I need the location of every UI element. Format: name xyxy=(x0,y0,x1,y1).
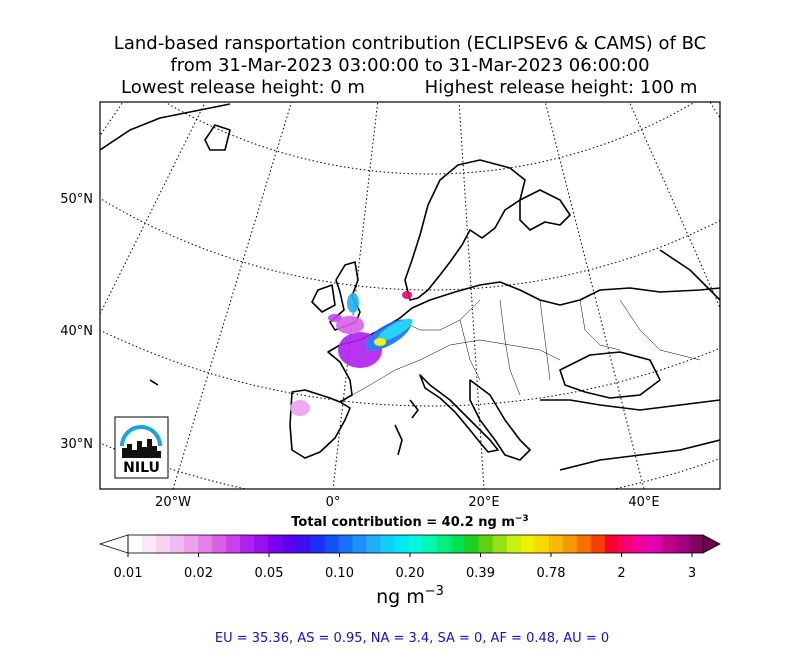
colorbar-cell xyxy=(576,535,592,553)
coastline xyxy=(540,399,720,471)
lat-label: 50°N xyxy=(60,192,93,207)
colorbar-cell xyxy=(590,535,606,553)
colorbar-cell xyxy=(674,535,690,553)
colorbar-cell xyxy=(562,535,578,553)
colorbar-cell xyxy=(268,535,283,553)
lat-label: 30°N xyxy=(60,437,93,452)
title-line: from 31-Mar-2023 03:00:00 to 31-Mar-2023… xyxy=(170,55,649,76)
title-line: Lowest release height: 0 m xyxy=(121,77,365,98)
total-label: Total contribution = 40.2 ng m xyxy=(291,515,515,530)
lon-label: 20°E xyxy=(468,495,499,510)
colorbar-cell xyxy=(170,535,185,553)
unit-exponent: −3 xyxy=(425,584,444,599)
total-exponent: −3 xyxy=(515,514,529,524)
colorbar-cell xyxy=(366,535,381,553)
colorbar-tick-label: 0.20 xyxy=(396,566,425,581)
colorbar-cell xyxy=(618,535,634,553)
lon-label: 0° xyxy=(326,495,341,510)
colorbar-cell xyxy=(506,535,522,553)
colorbar-cell xyxy=(240,535,255,553)
colorbar-cell xyxy=(450,535,465,553)
colorbar-tick-label: 0.78 xyxy=(537,566,566,581)
logo-text: NILU xyxy=(123,460,160,476)
colorbar-cell xyxy=(226,535,241,553)
colorbar-cell xyxy=(142,535,157,553)
unit: ng m xyxy=(376,586,425,608)
meridian xyxy=(544,102,645,489)
colorbar-cell xyxy=(198,535,213,553)
footer-stats: EU = 35.36, AS = 0.95, NA = 3.4, SA = 0,… xyxy=(215,631,609,646)
map xyxy=(100,102,720,489)
colorbar-over xyxy=(702,534,721,554)
colorbar-tick-label: 0.01 xyxy=(114,566,143,581)
colorbar-cell xyxy=(184,535,199,553)
colorbar-cell xyxy=(338,535,353,553)
colorbar: 0.01 0.02 0.05 0.10 0.20 0.39 0.78 2 3 xyxy=(98,534,721,581)
colorbar-cell xyxy=(296,535,311,553)
colorbar-cell xyxy=(380,535,395,553)
colorbar-cell xyxy=(324,535,339,553)
title-line: Land-based ransportation contribution (E… xyxy=(114,33,706,54)
coastline xyxy=(469,379,531,461)
coastline xyxy=(519,189,571,231)
colorbar-frame xyxy=(127,534,704,554)
lon-label: 20°W xyxy=(155,495,191,510)
parallel xyxy=(100,197,720,291)
colorbar-tick-label: 0.10 xyxy=(325,566,354,581)
plume xyxy=(290,291,413,416)
meridian xyxy=(172,102,293,489)
colorbar-cell xyxy=(534,535,550,553)
coastline xyxy=(311,284,336,313)
colorbar-cell xyxy=(422,535,437,553)
coastline xyxy=(404,159,526,301)
colorbar-cell xyxy=(660,535,676,553)
graticule xyxy=(100,102,720,489)
lon-label: 40°E xyxy=(628,495,659,510)
colorbar-cell xyxy=(604,535,620,553)
colorbar-cell xyxy=(212,535,227,553)
colorbar-cell xyxy=(394,535,409,553)
coastline xyxy=(149,249,720,456)
total-contribution: Total contribution = 40.2 ng m−3 xyxy=(291,514,528,530)
colorbar-cell xyxy=(632,535,648,553)
colorbar-cell xyxy=(128,535,143,553)
colorbar-cell xyxy=(436,535,451,553)
title-line: Highest release height: 100 m xyxy=(425,77,698,98)
coastline xyxy=(289,389,351,459)
colorbar-tick-label: 3 xyxy=(688,566,696,581)
meridian xyxy=(628,102,720,309)
border xyxy=(339,299,701,403)
colorbar-cell xyxy=(282,535,297,553)
colorbar-cell xyxy=(352,535,367,553)
meridian xyxy=(332,102,379,489)
colorbar-tick-label: 0.05 xyxy=(255,566,284,581)
colorbar-cell xyxy=(492,535,508,553)
colorbar-cell xyxy=(548,535,564,553)
colorbar-tick-label: 0.02 xyxy=(184,566,213,581)
colorbar-cell xyxy=(478,535,494,553)
coastline xyxy=(559,351,661,399)
colorbar-cell xyxy=(520,535,536,553)
colorbar-cell xyxy=(310,535,325,553)
colorbar-cell xyxy=(464,535,480,553)
colorbar-cell xyxy=(156,535,171,553)
nilu-logo: NILU xyxy=(114,416,169,479)
colorbar-cell xyxy=(408,535,423,553)
coastline xyxy=(327,281,720,403)
colorbar-under xyxy=(98,534,129,554)
colorbar-cell xyxy=(646,535,662,553)
map-frame xyxy=(99,101,721,490)
colorbar-cell xyxy=(688,535,704,553)
coastline xyxy=(419,374,499,453)
coastline xyxy=(100,103,231,151)
lat-label: 40°N xyxy=(60,324,93,339)
colorbar-tick-label: 2 xyxy=(617,566,625,581)
colorbar-tick-label: 0.39 xyxy=(466,566,495,581)
unit-label: ng m−3 xyxy=(376,584,444,608)
colorbar-cell xyxy=(254,535,269,553)
